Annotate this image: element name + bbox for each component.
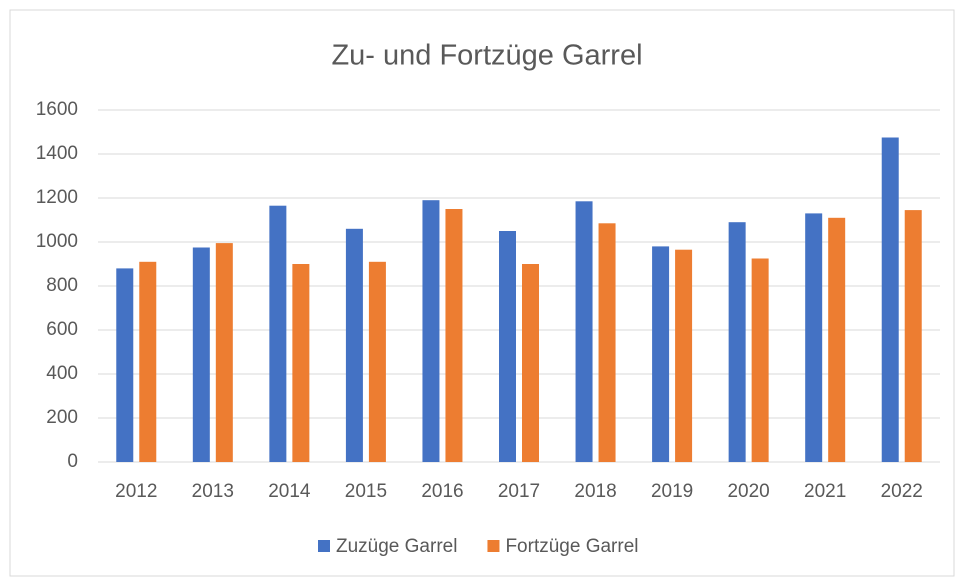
x-tick-label: 2016 (421, 481, 463, 502)
bar (598, 223, 616, 462)
x-tick-label: 2015 (345, 481, 387, 502)
bar (728, 222, 746, 462)
y-tick-label: 800 (46, 275, 78, 296)
bar (345, 228, 363, 462)
bar (116, 268, 134, 462)
bar (499, 231, 516, 462)
bar (269, 205, 287, 462)
bar (522, 264, 539, 462)
y-tick-label: 1400 (36, 143, 78, 164)
bar (904, 210, 922, 462)
x-tick-label: 2018 (574, 481, 616, 502)
y-tick-label: 200 (46, 407, 78, 428)
bar (652, 246, 670, 462)
x-tick-label: 2022 (881, 481, 923, 502)
y-tick-label: 1200 (36, 187, 78, 208)
bar (828, 217, 846, 462)
legend-label: Zuzüge Garrel (336, 536, 457, 557)
bar (215, 243, 233, 462)
bar (675, 249, 693, 462)
bar (445, 209, 463, 462)
bar (368, 261, 386, 462)
chart-border (9, 9, 955, 577)
y-tick-label: 1600 (36, 99, 78, 120)
bar (422, 200, 440, 462)
legend-swatch (318, 540, 330, 552)
x-tick-label: 2021 (804, 481, 846, 502)
y-tick-label: 1000 (36, 231, 78, 252)
bar (575, 201, 593, 463)
legend-swatch (487, 540, 500, 552)
x-tick-label: 2014 (268, 481, 311, 502)
legend-label: Fortzüge Garrel (505, 536, 638, 557)
bar (192, 247, 210, 462)
x-tick-label: 2019 (651, 481, 693, 502)
x-tick-label: 2012 (115, 481, 157, 502)
y-tick-label: 0 (67, 451, 78, 472)
x-tick-label: 2020 (727, 481, 769, 502)
y-tick-label: 600 (46, 319, 78, 340)
bar (292, 264, 310, 462)
bar (805, 213, 823, 462)
y-tick-label: 400 (46, 363, 78, 384)
bar (139, 261, 157, 462)
x-tick-label: 2013 (192, 481, 234, 502)
bar (751, 258, 769, 462)
chart-title: Zu- und Fortzüge Garrel (331, 40, 642, 72)
x-tick-label: 2017 (498, 481, 540, 502)
bar (881, 137, 899, 462)
